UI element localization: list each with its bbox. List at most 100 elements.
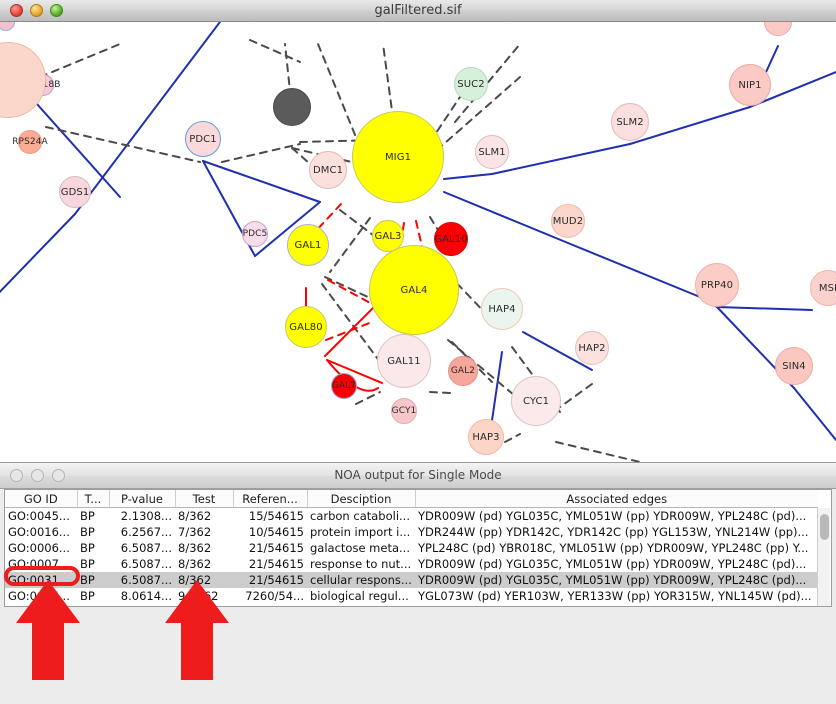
dialog-zoom-button[interactable] [52, 469, 65, 482]
results-table: GO ID T... P-value Test Referen... Desci… [5, 490, 818, 606]
cell-description: response to nut... [307, 604, 415, 606]
dialog-titlebar: NOA output for Single Mode [0, 463, 836, 489]
network-node-label: SLM2 [616, 116, 644, 128]
column-header-reference[interactable]: Referen... [233, 490, 308, 508]
network-node-label: GCY1 [391, 406, 417, 416]
cell-description: response to nut... [310, 557, 412, 571]
table-row[interactable]: GO:0007... BP 6.5087... 8/362 21/54615 respon… [5, 556, 818, 572]
window-titlebar: galFiltered.sif [0, 0, 836, 22]
cell-associated-edges: YDR009W (pd) YGL035C, YML051W (pp) YDR00… [418, 557, 807, 571]
cell-associated-edges: YDR009W (pd) YGL035C, YML051W (pp) YDR00… [418, 509, 807, 523]
network-node-gds1[interactable]: GDS1 [59, 176, 91, 208]
network-node-label: GAL1 [294, 239, 322, 251]
network-node-slm2[interactable]: SLM2 [611, 103, 649, 141]
network-node-gal80[interactable]: GAL80 [285, 306, 327, 348]
network-node-sin4[interactable]: SIN4 [775, 347, 813, 385]
cell-p-value: 6.2567... [120, 525, 172, 539]
network-node-label: SIN4 [782, 360, 806, 372]
network-node-hap4[interactable]: HAP4 [481, 288, 523, 330]
network-node-slm1[interactable]: SLM1 [475, 135, 509, 169]
network-node-suc2[interactable]: SUC2 [454, 67, 488, 101]
network-node-gal4[interactable]: GAL4 [369, 245, 459, 335]
cell-associated-edges: YPL248C (pd) YBR018C, YML051W (pp) YDR00… [418, 541, 809, 555]
table-header-row: GO ID T... P-value Test Referen... Desci… [5, 490, 818, 508]
cell-p-value: 8.0614... [120, 589, 172, 603]
network-node-label: GAL10 [434, 233, 468, 245]
network-node-cyc1[interactable]: CYC1 [511, 376, 561, 426]
column-header-go-id[interactable]: GO ID [5, 490, 78, 508]
table-row[interactable]: GO:0045... BP 2.1308... 8/362 15/54615 carbon… [5, 508, 818, 525]
cell-associated-edges: YGL073W (pd) YER103W, YER133W (pp) YOR31… [418, 589, 812, 603]
cell-type: BP [80, 557, 95, 571]
table-row[interactable]: GO:0006... BP 6.5087... 8/362 21/54615 galact… [5, 540, 818, 556]
network-node-nip1[interactable]: NIP1 [729, 64, 771, 106]
cell-go-id: GO:0031... [5, 572, 77, 588]
zoom-button[interactable] [50, 4, 63, 17]
cell-reference: 10/54615 [248, 525, 304, 539]
cell-p-value: 1.3324... [109, 604, 175, 606]
network-node-gal1[interactable]: GAL1 [287, 224, 329, 266]
network-node-gal10[interactable]: GAL10 [434, 222, 468, 256]
network-node-pdc5[interactable]: PDC5 [242, 221, 268, 247]
dialog-close-button[interactable] [10, 469, 23, 482]
network-node-label: MUD2 [552, 215, 584, 227]
network-node-label: GAL7 [331, 381, 357, 391]
network-node-label: GDS1 [60, 186, 90, 198]
network-node-label: GAL3 [374, 230, 402, 242]
network-node-pdc1[interactable]: PDC1 [185, 121, 221, 157]
network-node-label: MIG1 [384, 151, 412, 163]
network-node-dmc1[interactable]: DMC1 [309, 151, 347, 189]
network-node-msi[interactable]: MSI [810, 270, 836, 306]
results-table-container[interactable]: GO ID T... P-value Test Referen... Desci… [4, 489, 832, 607]
window-title: galFiltered.sif [374, 3, 462, 18]
network-node-gal11[interactable]: GAL11 [377, 334, 431, 388]
network-node-mig1[interactable]: MIG1 [352, 111, 444, 203]
column-header-description[interactable]: Desciption [307, 490, 416, 508]
network-node-unlabeled[interactable] [273, 88, 311, 126]
cell-reference: 21/54615 [248, 557, 304, 571]
cell-p-value: 6.5087... [120, 541, 172, 555]
cell-associated-edges: YDR009W (pd) YGL035C, YML051W (pp) YDR00… [415, 572, 818, 588]
table-row[interactable]: GO:0065... BP 8.0614... 94/362 7260/54... bio… [5, 588, 818, 604]
network-node-label: PDC5 [242, 229, 268, 239]
network-node-hap3[interactable]: HAP3 [468, 419, 504, 455]
network-node-hap2[interactable]: HAP2 [575, 331, 609, 365]
cell-type: BP [80, 509, 95, 523]
close-button[interactable] [10, 4, 23, 17]
scrollbar-thumb[interactable] [820, 514, 829, 540]
column-header-type[interactable]: T... [77, 490, 110, 508]
cell-test: 94/362 [178, 589, 219, 603]
cell-go-id: GO:0016... [8, 525, 70, 539]
column-header-test[interactable]: Test [175, 490, 234, 508]
column-header-associated-edges[interactable]: Associated edges [415, 490, 818, 508]
cell-test: 7/362 [178, 525, 212, 539]
dialog-minimize-button[interactable] [31, 469, 44, 482]
cell-reference: 15/54615 [248, 509, 304, 523]
cell-description: carbon cataboli... [310, 509, 410, 523]
cell-type: BP [80, 589, 95, 603]
table-vertical-scrollbar[interactable] [817, 508, 830, 606]
table-row[interactable]: GO:0031...BP1.3324...11/362105/546...res… [5, 604, 818, 606]
table-row[interactable]: GO:0031... BP 6.5087... 8/362 21/54615 cellul… [5, 572, 818, 588]
minimize-button[interactable] [30, 4, 43, 17]
network-node-label: DMC1 [312, 164, 344, 176]
column-header-p-value[interactable]: P-value [109, 490, 176, 508]
network-node-gcy1[interactable]: GCY1 [391, 398, 417, 424]
cell-reference: 7260/54... [245, 589, 304, 603]
cell-go-id: GO:0007... [8, 557, 70, 571]
table-row[interactable]: GO:0016... BP 6.2567... 7/362 10/54615 protei… [5, 524, 818, 540]
network-node-rps24a[interactable]: RPS24A [12, 130, 48, 154]
network-node-prp40[interactable]: PRP40 [695, 263, 739, 307]
cell-go-id: GO:0031... [5, 604, 77, 606]
network-node-gal7[interactable]: GAL7 [331, 373, 357, 399]
cell-reference: 21/54615 [248, 541, 304, 555]
noa-output-dialog: NOA output for Single Mode GO ID T... P-… [0, 462, 836, 704]
dialog-title: NOA output for Single Mode [334, 468, 502, 482]
network-node-label: SLM1 [478, 146, 506, 158]
network-node-mud2[interactable]: MUD2 [551, 204, 585, 238]
cell-description: galactose meta... [310, 541, 410, 555]
cell-description: biological regul... [310, 589, 409, 603]
dialog-window-controls [10, 469, 65, 482]
network-canvas[interactable]: RPL18BRPS24AGDS1PDC1PDC5DMC1MIG1SUC2SLM1… [0, 22, 836, 462]
network-node-gal2[interactable]: GAL2 [448, 356, 478, 386]
